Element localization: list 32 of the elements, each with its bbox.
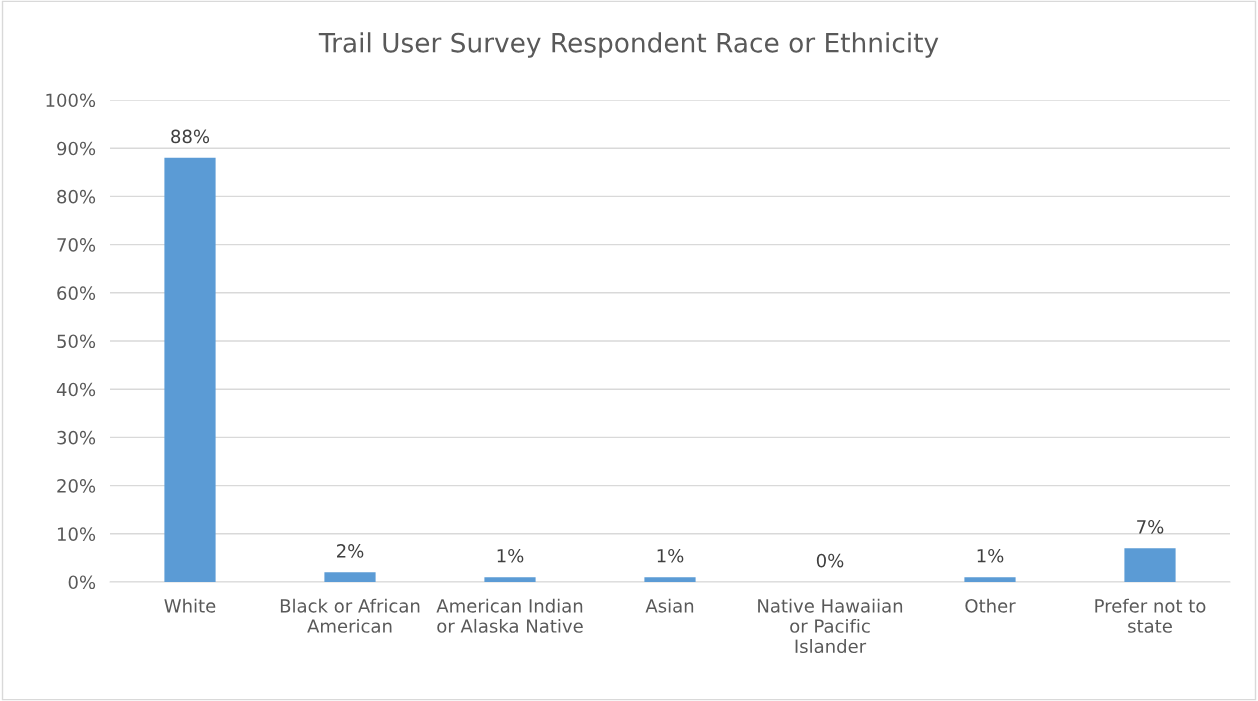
x-tick-label: Prefer not to state [1095, 598, 1206, 633]
x-tick-label: Black or African American [280, 598, 420, 633]
y-tick-label: 20% [57, 479, 96, 493]
bar [484, 577, 536, 582]
data-label: 1% [977, 548, 1004, 563]
y-tick-label: 100% [46, 93, 96, 108]
bar [324, 572, 376, 582]
bar [1124, 548, 1176, 582]
x-tick-label: Native Hawaiian or Pacific Islander [758, 598, 903, 654]
chart-title: Trail User Survey Respondent Race or Ethnicity [318, 32, 939, 58]
data-label: 1% [497, 548, 524, 563]
y-tick-label: 50% [57, 334, 96, 349]
data-label: 2% [337, 544, 364, 558]
y-tick-label: 70% [57, 238, 96, 252]
data-label: 88% [171, 129, 210, 144]
bar [644, 577, 696, 582]
y-tick-label: 60% [57, 286, 96, 300]
x-tick-label: White [164, 598, 216, 613]
x-tick-label: American Indian or Alaska Native [436, 598, 583, 633]
y-tick-label: 90% [57, 141, 96, 156]
y-tick-label: 80% [57, 189, 96, 204]
y-tick-label: 40% [56, 382, 96, 397]
bar [964, 577, 1016, 582]
data-label: 7% [1137, 519, 1164, 534]
y-tick-label: 0% [68, 575, 96, 590]
y-tick-label: 30% [57, 430, 96, 445]
x-tick-label: Other [965, 598, 1016, 613]
x-tick-label: Asian [645, 598, 694, 613]
data-label: 0% [816, 553, 844, 568]
y-tick-label: 10% [57, 527, 96, 541]
bar [164, 157, 216, 582]
data-label: 1% [657, 548, 684, 563]
